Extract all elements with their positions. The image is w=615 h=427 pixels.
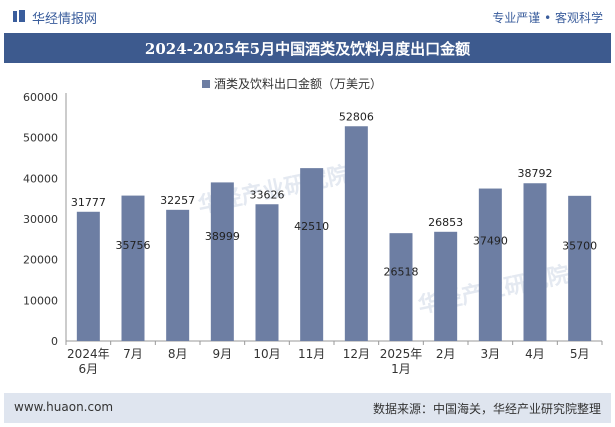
footer-site[interactable]: www.huaon.com [14, 400, 114, 414]
x-tick-label: 2024年 [67, 347, 110, 361]
legend-label: 酒类及饮料出口金额（万美元） [214, 76, 382, 91]
x-tick-label: 12月 [343, 347, 370, 361]
bar [166, 209, 190, 341]
y-tick-label: 40000 [23, 172, 58, 185]
data-label: 52806 [339, 110, 374, 123]
data-label: 33626 [250, 188, 285, 201]
bar [76, 211, 100, 341]
y-tick-label: 20000 [23, 254, 58, 267]
x-tick-label: 1月 [391, 362, 411, 376]
bar [478, 188, 502, 341]
y-tick-label: 50000 [23, 132, 58, 145]
legend-swatch [202, 80, 210, 88]
bar [255, 204, 279, 341]
x-tick-label: 3月 [481, 347, 501, 361]
bar [389, 233, 413, 341]
data-label: 38792 [518, 167, 553, 180]
chart-title: 2024-2025年5月中国酒类及饮料月度出口金额 [4, 33, 611, 63]
x-tick-label: 5月 [570, 347, 590, 361]
x-tick-label: 8月 [168, 347, 188, 361]
bar [568, 195, 592, 341]
y-tick-label: 30000 [23, 213, 58, 226]
data-label: 35756 [116, 239, 151, 252]
bar [210, 182, 234, 341]
y-tick-label: 0 [51, 335, 58, 348]
data-label: 26853 [428, 216, 463, 229]
data-label: 37490 [473, 234, 508, 247]
bar [121, 195, 145, 341]
x-tick-label: 9月 [213, 347, 233, 361]
y-tick-label: 60000 [23, 91, 58, 104]
footer-source: 数据来源：中国海关，华经产业研究院整理 [372, 402, 601, 416]
bar-chart: 华经产业研究院华经产业研究院酒类及饮料出口金额（万美元）010000200003… [23, 76, 603, 376]
x-tick-label: 2月 [436, 347, 456, 361]
bar [300, 168, 324, 341]
data-label: 38999 [205, 230, 240, 243]
logo-icon [13, 10, 25, 22]
brand-name: 华经情报网 [32, 12, 98, 27]
bar [434, 231, 458, 341]
x-tick-label: 10月 [253, 347, 280, 361]
footer: www.huaon.com 数据来源：中国海关，华经产业研究院整理 [4, 393, 611, 423]
y-tick-label: 10000 [23, 294, 58, 307]
bar [523, 183, 547, 341]
data-label: 32257 [160, 194, 195, 207]
x-tick-label: 7月 [123, 347, 143, 361]
data-label: 35700 [562, 239, 597, 252]
bar [344, 126, 368, 341]
top-bar: 华经情报网 专业严谨 • 客观科学 [0, 0, 615, 33]
x-tick-label: 4月 [525, 347, 545, 361]
data-label: 42510 [294, 220, 329, 233]
data-label: 31777 [71, 196, 106, 209]
data-label: 26518 [384, 266, 419, 279]
x-tick-label: 11月 [298, 347, 325, 361]
x-tick-label: 6月 [79, 362, 99, 376]
x-tick-label: 2025年 [380, 347, 423, 361]
slogan: 专业严谨 • 客观科学 [492, 11, 603, 25]
chart-area: 华经产业研究院华经产业研究院酒类及饮料出口金额（万美元）010000200003… [0, 63, 615, 393]
